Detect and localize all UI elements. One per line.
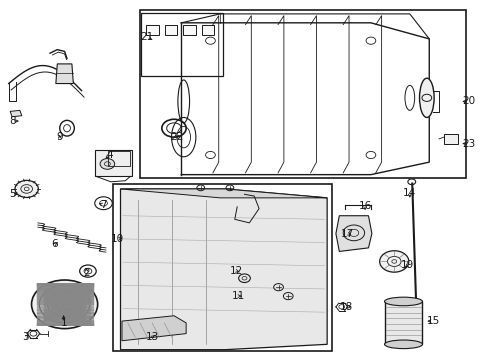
- Text: 23: 23: [462, 139, 475, 149]
- Bar: [95, 150, 131, 176]
- Polygon shape: [10, 111, 22, 117]
- Text: 14: 14: [403, 188, 416, 198]
- Bar: [232, 267, 302, 344]
- Bar: [164, 24, 177, 35]
- Text: 4: 4: [106, 150, 112, 160]
- Bar: [108, 152, 130, 166]
- Circle shape: [100, 158, 115, 169]
- Circle shape: [31, 280, 98, 329]
- Circle shape: [379, 251, 408, 272]
- Text: 16: 16: [358, 201, 371, 211]
- Text: 13: 13: [145, 332, 159, 342]
- Polygon shape: [120, 189, 326, 198]
- Text: 18: 18: [339, 302, 352, 312]
- Bar: [140, 10, 465, 178]
- Polygon shape: [120, 189, 326, 350]
- Ellipse shape: [384, 297, 422, 306]
- Text: 3: 3: [22, 332, 29, 342]
- Text: 5: 5: [9, 189, 15, 199]
- Bar: [384, 301, 422, 344]
- Circle shape: [15, 180, 38, 198]
- Text: 21: 21: [141, 32, 154, 42]
- Text: 17: 17: [340, 229, 353, 239]
- Bar: [183, 24, 196, 35]
- Text: 6: 6: [51, 239, 58, 249]
- Polygon shape: [122, 316, 186, 341]
- Bar: [201, 24, 214, 35]
- Text: 8: 8: [9, 116, 15, 126]
- Text: 11: 11: [231, 291, 244, 301]
- Bar: [113, 184, 331, 351]
- Ellipse shape: [419, 78, 433, 117]
- Text: 20: 20: [462, 96, 475, 107]
- Bar: [141, 13, 222, 76]
- Ellipse shape: [384, 340, 422, 348]
- Text: 22: 22: [169, 132, 183, 142]
- Polygon shape: [335, 216, 371, 251]
- Text: 10: 10: [110, 234, 123, 244]
- Text: 19: 19: [401, 260, 414, 270]
- Bar: [443, 134, 458, 144]
- Text: 12: 12: [230, 266, 243, 276]
- Text: 7: 7: [100, 200, 106, 210]
- Text: 2: 2: [83, 268, 90, 278]
- Polygon shape: [56, 64, 73, 84]
- Text: 15: 15: [426, 316, 439, 326]
- Bar: [146, 24, 159, 35]
- Text: 9: 9: [56, 132, 63, 142]
- Text: 1: 1: [60, 318, 67, 328]
